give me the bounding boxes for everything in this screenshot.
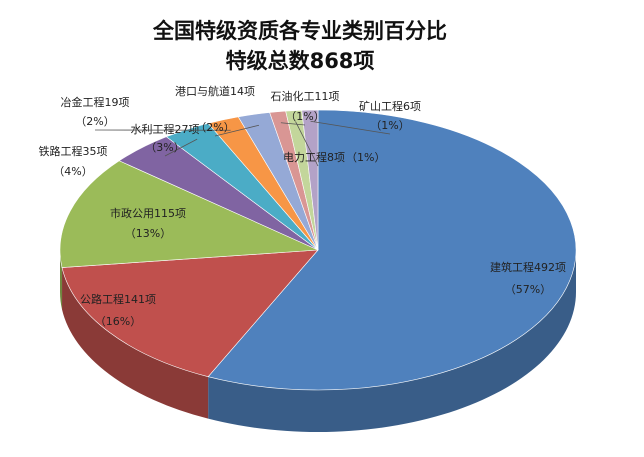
category-label: 公路工程141项 (80, 293, 156, 306)
value-label: （16%） (95, 315, 141, 328)
value-label: （1%） (285, 110, 324, 123)
slice (61, 249, 319, 378)
category-label: 石油化工11项 (271, 89, 340, 103)
value-label: （57%） (505, 283, 551, 296)
leader-line (164, 138, 198, 157)
slice (301, 109, 319, 251)
leader-line (214, 124, 260, 137)
chart-subtitle: 特级总数868项 (226, 49, 375, 73)
category-label: 水利工程27项 (131, 123, 200, 136)
category-label: 矿山工程6项 (359, 100, 421, 113)
value-label: （2%） (75, 115, 114, 128)
category-label: 冶金工程19项 (61, 95, 130, 109)
category-label: 铁路工程35项 (39, 145, 108, 158)
chart-title: 全国特级资质各专业类别百分比 (152, 19, 447, 43)
slice (207, 109, 577, 391)
value-label: （13%） (125, 227, 171, 240)
slice-side (208, 250, 577, 432)
category-label: 港口与航道14项 (175, 84, 255, 98)
category-label: 建筑工程492项 (490, 260, 566, 274)
leader-line (310, 120, 391, 135)
category-label: 市政公用115项 (110, 206, 186, 220)
value-label: （1%） (370, 119, 409, 132)
slice-side (60, 250, 63, 310)
leader-line (280, 122, 306, 126)
leader-line (295, 121, 319, 167)
slice-side (62, 267, 209, 419)
value-label: （2%） (195, 121, 234, 134)
slice (59, 160, 319, 268)
value-label: （3%） (145, 141, 184, 154)
value-label: （1%） (346, 151, 385, 164)
category-label: 电力工程8项 (283, 151, 345, 164)
value-label: （4%） (53, 165, 92, 178)
